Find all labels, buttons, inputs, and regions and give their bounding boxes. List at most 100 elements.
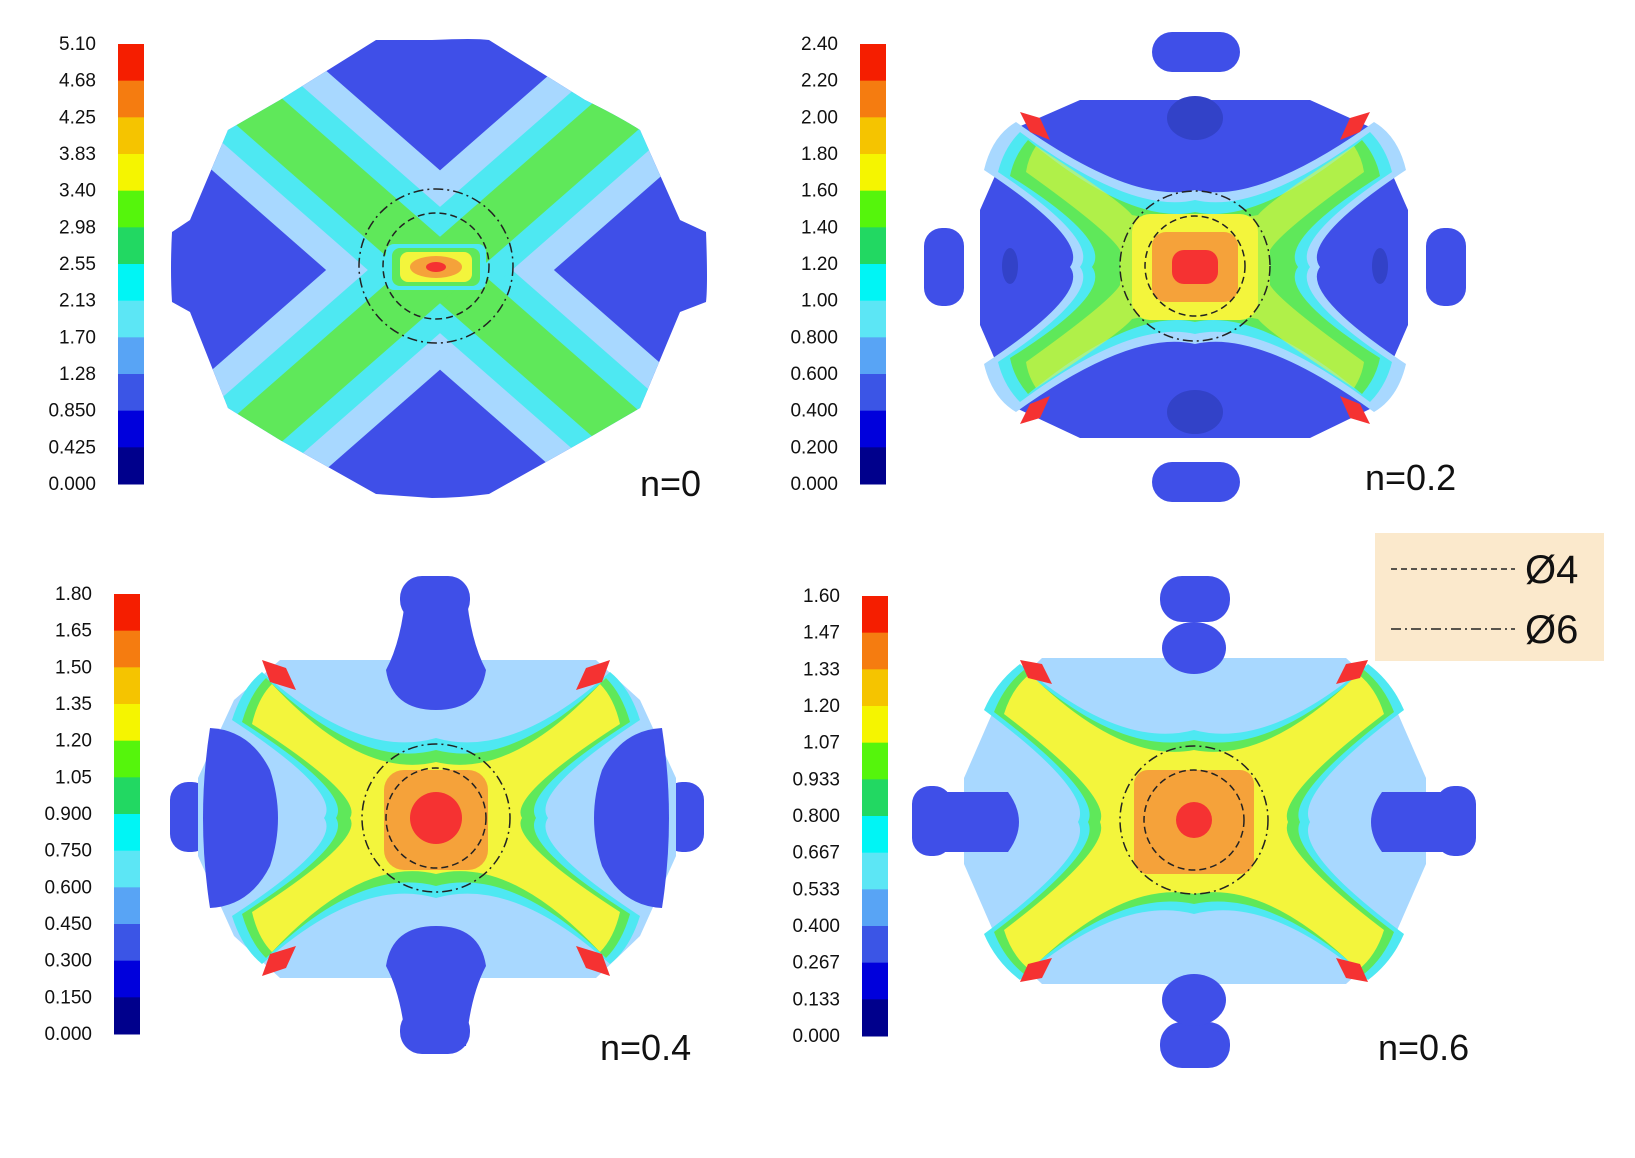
- colorbar-tick-label: 1.20: [55, 731, 92, 752]
- colorbar-segment: [114, 850, 140, 888]
- colorbar-segment: [862, 742, 888, 780]
- circle-diameter-4: [1144, 215, 1246, 317]
- colorbar-segment: [860, 154, 886, 192]
- contour-panel-n0: 5.10 4.68 4.25 3.83 3.40 2.98 2.55 2.13 1.70 1.28…: [0, 0, 780, 560]
- colorbar: [114, 594, 140, 1035]
- circle-diameter-6: [1119, 190, 1271, 342]
- colorbar-segment: [118, 154, 144, 192]
- colorbar-segment: [118, 264, 144, 302]
- colorbar-tick-label: 0.133: [792, 989, 840, 1010]
- colorbar-tick-label: 1.60: [803, 586, 840, 607]
- colorbar-tick-label: 1.28: [59, 364, 96, 385]
- colorbar-ticks: 1.80 1.65 1.50 1.35 1.20 1.05 0.900 0.750 0.600 0…: [44, 584, 92, 1045]
- colorbar-segment: [860, 300, 886, 338]
- contour-plot-n04: 1.80 1.65 1.50 1.35 1.20 1.05 0.900 0.750 0.600 0…: [44, 576, 704, 1068]
- colorbar-tick-label: 0.000: [48, 474, 96, 495]
- colorbar-segment: [862, 596, 888, 634]
- colorbar-segment: [860, 80, 886, 118]
- colorbar-segment: [862, 852, 888, 890]
- colorbar-ticks: 2.40 2.20 2.00 1.80 1.60 1.40 1.20 1.00 0.800 0.6…: [790, 34, 838, 495]
- colorbar-segment: [114, 777, 140, 815]
- colorbar-segment: [862, 779, 888, 817]
- colorbar-segment: [118, 447, 144, 485]
- contour-plot-n02: 2.40 2.20 2.00 1.80 1.60 1.40 1.20 1.00 0.800 0.6…: [790, 32, 1466, 502]
- colorbar-segment: [862, 962, 888, 1000]
- colorbar-segment: [862, 999, 888, 1037]
- colorbar-tick-label: 0.850: [48, 401, 96, 422]
- colorbar-segment: [114, 997, 140, 1035]
- colorbar-segment: [118, 410, 144, 448]
- colorbar-tick-label: 0.000: [44, 1024, 92, 1045]
- colorbar-tick-label: 1.80: [55, 584, 92, 605]
- colorbar-tick-label: 1.60: [801, 181, 838, 202]
- diameter-legend: Ø4 Ø6: [1375, 533, 1604, 661]
- panel-label: n=0.6: [1378, 1027, 1469, 1068]
- circle-diameter-4: [382, 212, 490, 320]
- colorbar-tick-label: 3.83: [59, 144, 96, 165]
- colorbar-segment: [114, 814, 140, 852]
- colorbar-segment: [860, 264, 886, 302]
- panel-label: n=0.4: [600, 1027, 691, 1068]
- colorbar-tick-label: 1.33: [803, 659, 840, 680]
- contour-shape-n0: [171, 39, 707, 498]
- colorbar-segment: [860, 337, 886, 375]
- contour-panel-n04: 1.80 1.65 1.50 1.35 1.20 1.05 0.900 0.750 0.600 0…: [0, 560, 780, 1120]
- colorbar-segment: [118, 190, 144, 228]
- colorbar-segment: [860, 447, 886, 485]
- colorbar-tick-label: 0.400: [792, 916, 840, 937]
- colorbar-segment: [114, 704, 140, 742]
- legend-label-diameter-4: Ø4: [1525, 548, 1578, 592]
- colorbar-tick-label: 2.55: [59, 254, 96, 275]
- colorbar-tick-label: 0.600: [44, 877, 92, 898]
- colorbar-tick-label: 1.80: [801, 144, 838, 165]
- colorbar-tick-label: 0.400: [790, 401, 838, 422]
- colorbar-tick-label: 1.05: [55, 767, 92, 788]
- colorbar-segment: [118, 117, 144, 155]
- colorbar-segment: [862, 632, 888, 670]
- circle-diameter-4: [1143, 769, 1245, 871]
- colorbar-tick-label: 1.00: [801, 291, 838, 312]
- colorbar-tick-label: 5.10: [59, 34, 96, 55]
- legend-label-diameter-6: Ø6: [1525, 608, 1578, 652]
- colorbar-tick-label: 0.425: [48, 437, 96, 458]
- colorbar-segment: [862, 706, 888, 744]
- colorbar-tick-label: 1.35: [55, 694, 92, 715]
- colorbar-tick-label: 0.300: [44, 951, 92, 972]
- contour-plot-n06: 1.60 1.47 1.33 1.20 1.07 0.933 0.800 0.667 0.533…: [792, 576, 1476, 1068]
- colorbar-tick-label: 2.20: [801, 71, 838, 92]
- colorbar-tick-label: 0.200: [790, 437, 838, 458]
- contour-shape-n02: [924, 32, 1466, 502]
- colorbar-ticks: 1.60 1.47 1.33 1.20 1.07 0.933 0.800 0.667 0.533…: [792, 586, 840, 1047]
- colorbar-segment: [118, 80, 144, 118]
- colorbar-tick-label: 0.750: [44, 841, 92, 862]
- colorbar-tick-label: 4.68: [59, 71, 96, 92]
- circle-diameter-6: [361, 743, 511, 893]
- colorbar-segment: [118, 44, 144, 82]
- colorbar-tick-label: 0.667: [792, 843, 840, 864]
- colorbar-segment: [114, 594, 140, 632]
- contour-shape-n04: [170, 576, 704, 1054]
- colorbar-tick-label: 3.40: [59, 181, 96, 202]
- colorbar-tick-label: 0.800: [790, 327, 838, 348]
- colorbar-segment: [862, 669, 888, 707]
- colorbar-tick-label: 1.65: [55, 621, 92, 642]
- circle-diameter-6: [1119, 745, 1269, 895]
- colorbar-segment: [862, 926, 888, 964]
- colorbar-tick-label: 1.50: [55, 657, 92, 678]
- colorbar-segment: [860, 227, 886, 265]
- colorbar-tick-label: 0.933: [792, 769, 840, 790]
- circle-diameter-4: [385, 767, 487, 869]
- colorbar-segment: [114, 667, 140, 705]
- colorbar-tick-label: 0.450: [44, 914, 92, 935]
- colorbar-segment: [114, 960, 140, 998]
- colorbar-ticks: 5.10 4.68 4.25 3.83 3.40 2.98 2.55 2.13 1.70 1.28…: [48, 34, 96, 495]
- circle-diameter-6: [358, 188, 514, 344]
- colorbar-segment: [114, 887, 140, 925]
- colorbar-segment: [114, 630, 140, 668]
- colorbar-tick-label: 0.600: [790, 364, 838, 385]
- colorbar-segment: [118, 374, 144, 412]
- colorbar-tick-label: 0.150: [44, 987, 92, 1008]
- colorbar-tick-label: 0.533: [792, 879, 840, 900]
- colorbar-segment: [860, 117, 886, 155]
- colorbar-tick-label: 2.13: [59, 291, 96, 312]
